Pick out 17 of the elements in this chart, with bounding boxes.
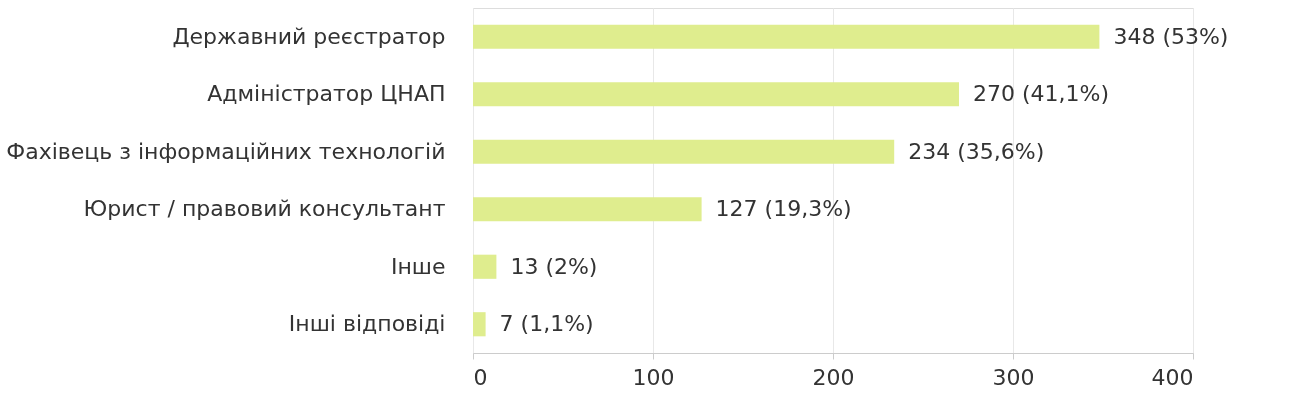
y-tick-label: Фахівець з інформаційних технологій bbox=[6, 138, 446, 164]
data-label: 234 (35,6%) bbox=[908, 138, 1045, 164]
data-label: 13 (2%) bbox=[510, 253, 598, 279]
x-tick-label: 400 bbox=[1151, 364, 1194, 390]
y-tick-label: Юрист / правовий консультант bbox=[83, 196, 446, 222]
data-label: 7 (1,1%) bbox=[499, 311, 594, 337]
data-label: 127 (19,3%) bbox=[715, 196, 852, 222]
x-tick-label: 0 bbox=[473, 364, 488, 390]
x-tick-label: 100 bbox=[632, 364, 675, 390]
x-tick-label: 200 bbox=[812, 364, 855, 390]
y-tick-label: Інше bbox=[390, 253, 446, 279]
data-label: 348 (53%) bbox=[1113, 23, 1229, 49]
x-tick-label: 300 bbox=[992, 364, 1035, 390]
y-tick-label: Інші відповіді bbox=[288, 311, 446, 337]
data-label: 270 (41,1%) bbox=[973, 81, 1110, 107]
y-tick-label: Державний реєстратор bbox=[172, 23, 446, 49]
y-tick-label: Адміністратор ЦНАП bbox=[207, 81, 446, 107]
